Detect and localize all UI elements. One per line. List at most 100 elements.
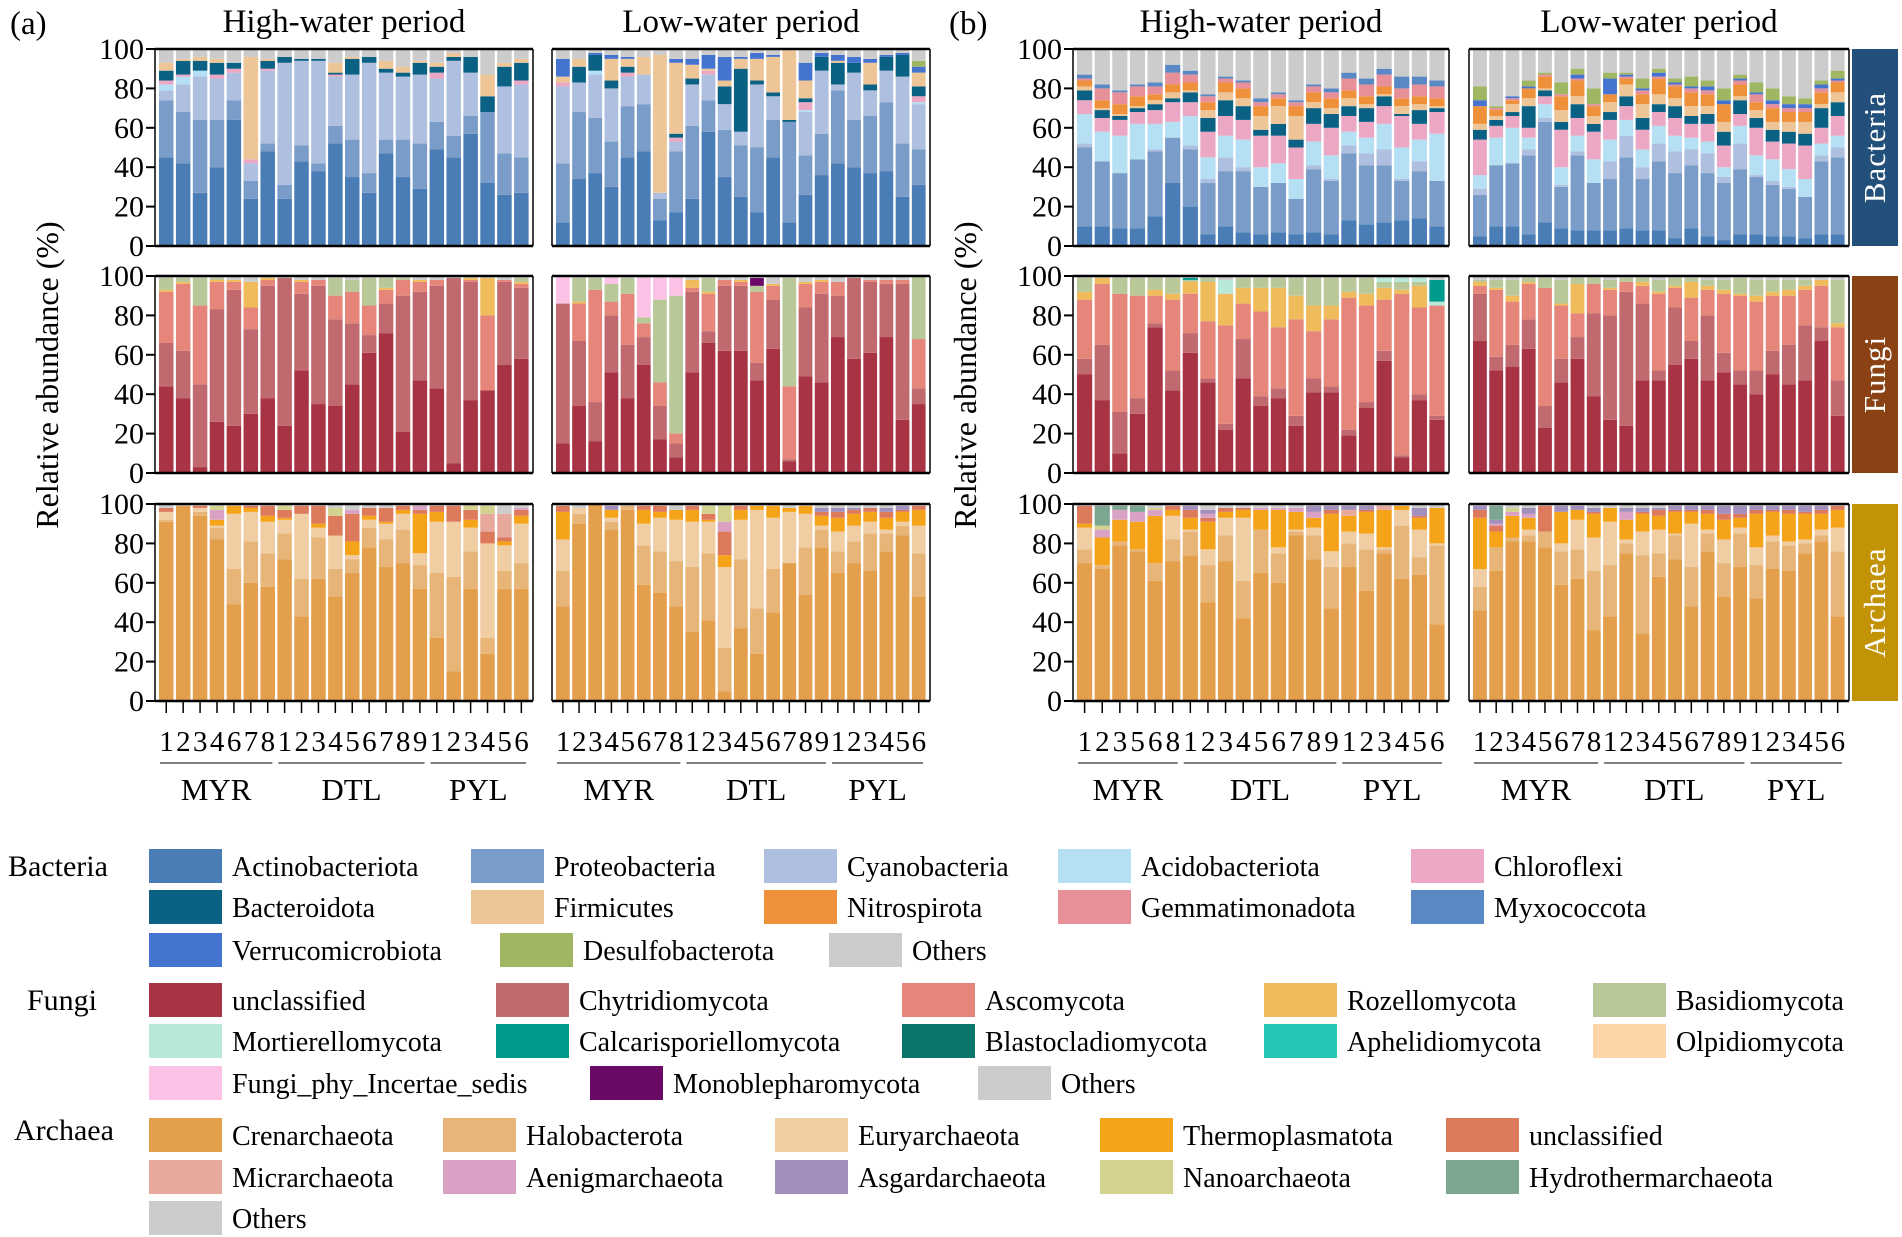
kingdom-strip-archaea: Archaea [1852,504,1898,701]
bar-segment-chytridiomycota [863,281,878,353]
bar-segment-crenarchaeota [1830,616,1845,701]
bar-segment-unclassified [798,376,813,473]
bar-segment-bacteroidota [717,86,732,105]
bar-segment-gemmatimonadota [1147,86,1163,95]
bar-segment-basidiomycota [588,277,603,290]
bar-segment-proteobacteria [1129,159,1146,229]
bar-segment-unclassified [1411,400,1427,473]
bar-segment-thermoplasmatota [1651,515,1666,530]
bar-segment-unclassified [1765,509,1780,512]
bar-segment-actinobacteriota [429,149,445,246]
bar-segment-acidobacteriota [1165,121,1181,138]
bar-segment-chloroflexi [1473,139,1487,176]
bar-segment-halobacterota [798,547,813,595]
bar-segment-bacteroidota [766,92,781,97]
bar-segment-ascomycota [1358,305,1375,403]
bar-segment-halobacterota [1094,565,1110,570]
bar-segment-crenarchaeota [620,509,635,701]
bar-segment-crenarchaeota [766,612,781,701]
bar-segment-halobacterota [1147,563,1163,581]
bar-segment-bacteroidota [1235,106,1251,120]
stacked-bar [1129,49,1146,246]
bar-segment-halobacterota [1394,525,1410,579]
bar-segment-acidobacteriota [159,84,174,91]
bar-segment-thermoplasmatota [463,519,478,528]
legend-label: Nitrospirota [847,893,983,924]
bar-segment-proteobacteria [159,100,174,158]
bar-segment-unclassified [1521,348,1536,473]
y-tick-label: 0 [1047,457,1062,490]
stacked-bar [395,49,411,246]
bar-segment-rozellomycota [1635,281,1650,286]
bar-segment-chloroflexi [1716,145,1731,168]
legend-item-acidobacteriota: Acidobacteriota [1058,849,1320,883]
bar-segment-ascomycota [766,285,781,300]
bar-segment-firmicutes [378,60,394,69]
stacked-bar [1489,504,1504,701]
bar-segment-others [361,49,377,57]
bar-segment-others [395,49,411,67]
strip-background [1852,49,1898,246]
bar-segment-acidobacteriota [192,70,208,77]
legend-item-ascomycota: Ascomycota [902,983,1126,1017]
bar-segment-halobacterota [159,519,174,522]
bar-segment-others [1619,49,1634,73]
bar-segment-unclassified [1586,396,1601,473]
bar-segment-cyanobacteria [1341,145,1357,154]
bar-segment-gemmatimonadota [1376,74,1392,87]
bar-segment-bacteroidota [159,70,174,81]
bar-segment-rozellomycota [1094,277,1110,284]
bar-segment-bacteroidota [1765,129,1780,142]
bar-segment-unclassified [1635,380,1650,473]
stacked-bar [911,504,926,701]
bar-segment-acidobacteriota [1830,135,1845,148]
x-tick-label: 1 [685,726,700,758]
legend-item-crenarchaeota: Crenarchaeota [149,1118,394,1152]
bar-segment-bacteroidota [361,56,377,63]
legend-swatch [1264,983,1337,1017]
bar-segment-crenarchaeota [192,515,208,701]
bar-segment-halobacterota [1235,580,1251,619]
bar-segment-asgardarchaeota [1323,505,1339,510]
bar-segment-unclassified [636,364,651,473]
bar-segment-chytridiomycota [260,285,275,399]
bar-segment-nitrospirota [1765,108,1780,122]
bar-segment-actinobacteriota [814,175,829,246]
bar-segment-actinobacteriota [480,182,495,246]
bar-segment-gemmatimonadota [1635,90,1650,95]
bar-segment-unclassified [1341,435,1357,473]
bar-segment-bacteroidota [814,56,829,71]
bar-segment-actinobacteriota [1733,234,1748,246]
bar-segment-proteobacteria [750,147,764,213]
bar-segment-acidobacteriota [1635,149,1650,168]
bar-segment-acidobacteriota [1306,141,1322,166]
bar-segment-basidiomycota [1270,277,1287,288]
stacked-bar [514,504,529,701]
stacked-bar [1635,504,1650,701]
legend-item-monoblepharomycota: Monoblepharomycota [590,1066,921,1100]
bar-segment-unclassified [1570,358,1585,473]
stacked-bar [209,504,225,701]
bar-segment-proteobacteria [895,143,910,197]
stacked-bar [175,49,191,246]
bar-segment-verrucomicrobiota [911,66,926,73]
bar-segment-basidiomycota [361,277,377,306]
stacked-bar [277,504,292,701]
stacked-bar [879,49,894,246]
chart-b-low-water-period-fungi [1468,274,1850,475]
legend-item-halobacterota: Halobacterota [443,1118,684,1152]
x-tick-label: 6 [1271,726,1286,758]
y-tick-label: 100 [1017,260,1062,293]
stacked-bar [480,276,495,473]
bar-segment-halobacterota [243,541,259,583]
stacked-bar [1781,49,1796,246]
bar-segment-bacteroidota [604,80,619,89]
bar-segment-unclassified [1798,511,1813,514]
stacked-bar [685,504,700,701]
bar-segment-actinobacteriota [911,184,926,246]
bar-segment-asgardarchaeota [1200,509,1216,514]
bar-segment-bacteroidota [1570,104,1585,118]
bar-segment-rozellomycota [243,281,259,308]
stacked-bar [361,276,377,473]
bar-segment-mortierellomycota [1429,301,1445,306]
